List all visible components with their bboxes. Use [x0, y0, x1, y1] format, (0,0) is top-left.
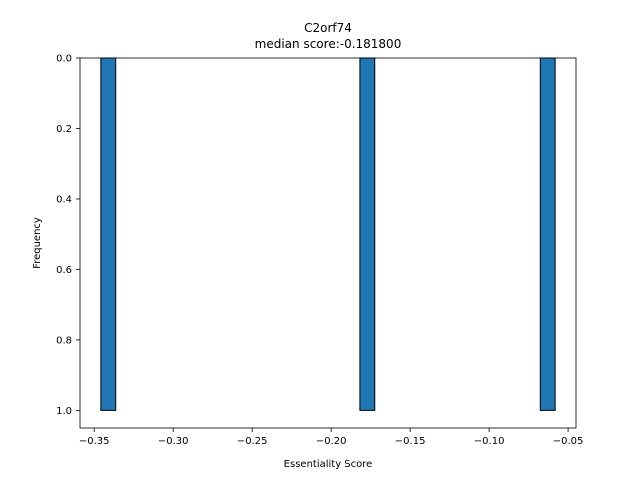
- y-axis-ticks: 0.0 0.2 0.4 0.6 0.8 1.0: [56, 54, 80, 417]
- y-tick-label: 1.0: [56, 406, 72, 417]
- x-axis-label: Essentiality Score: [284, 459, 373, 470]
- x-axis-ticks: −0.35 −0.30 −0.25 −0.20 −0.15 −0.10 −0.05: [79, 428, 584, 447]
- x-tick-label: −0.15: [395, 436, 426, 447]
- chart-subtitle: median score:-0.181800: [255, 37, 402, 51]
- plot-frame: [79, 57, 577, 429]
- x-tick-label: −0.30: [158, 436, 189, 447]
- x-tick-label: −0.05: [553, 436, 584, 447]
- chart-title: C2orf74: [304, 21, 352, 35]
- histogram-bar-1: [100, 57, 117, 411]
- x-tick-label: −0.10: [474, 436, 505, 447]
- y-tick-label: 0.2: [56, 124, 72, 135]
- histogram-bar-2: [359, 57, 376, 411]
- y-axis-label: Frequency: [32, 217, 43, 269]
- x-tick-label: −0.20: [316, 436, 347, 447]
- x-tick-label: −0.35: [79, 436, 110, 447]
- x-tick-label: −0.25: [237, 436, 268, 447]
- y-tick-label: 0.0: [56, 54, 72, 65]
- y-tick-label: 0.4: [56, 194, 72, 205]
- y-tick-label: 0.8: [56, 335, 72, 346]
- y-tick-label: 0.6: [56, 265, 72, 276]
- histogram-bar-3: [539, 57, 556, 411]
- bars-group: [100, 57, 556, 411]
